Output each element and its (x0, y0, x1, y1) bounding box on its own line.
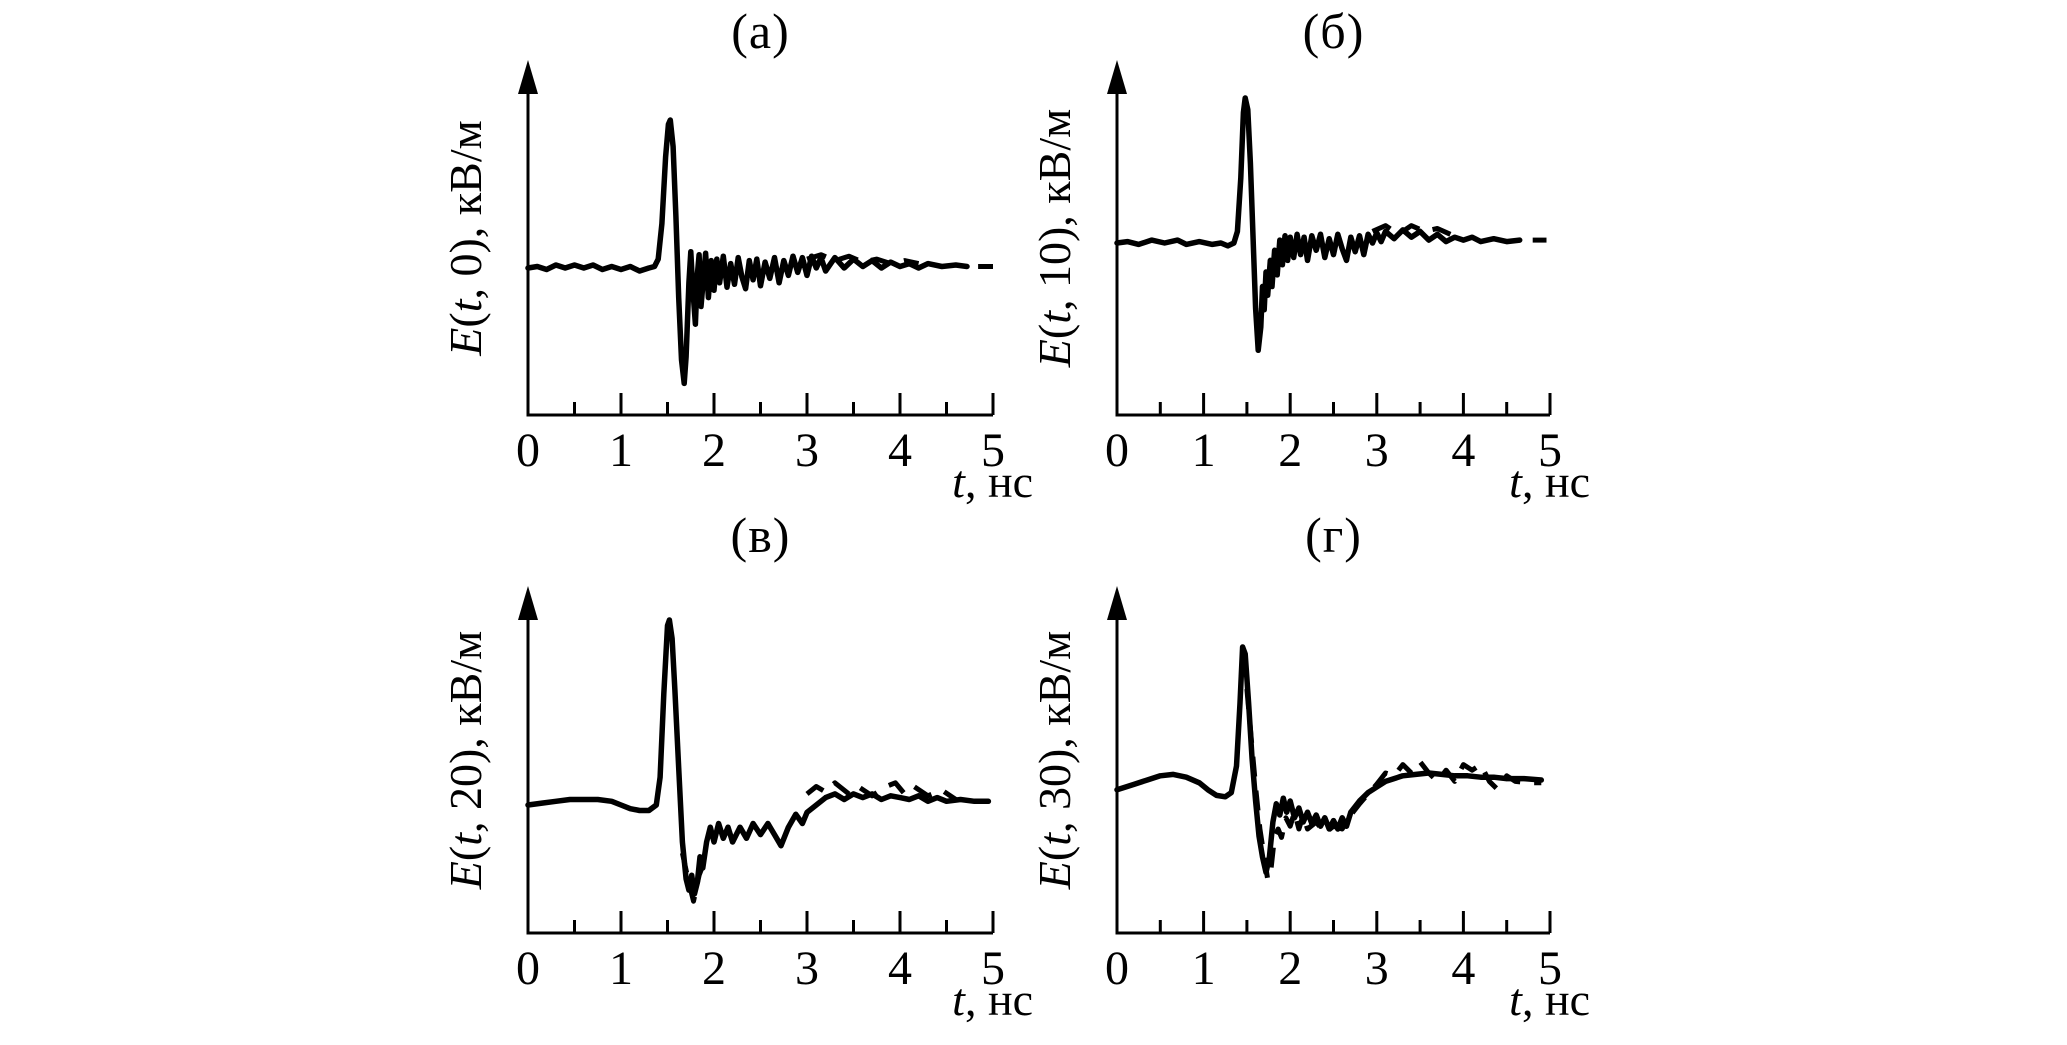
solid-curve (525, 117, 970, 387)
y-axis-arrow-icon (518, 60, 538, 94)
y-axis-arrow-icon (1107, 60, 1127, 94)
dashed-curve (679, 852, 708, 904)
solid-curve (1114, 644, 1545, 876)
dashed-curve (805, 780, 958, 802)
solid-curve (525, 617, 992, 897)
y-axis-arrow-icon (1107, 586, 1127, 620)
dashed-curve (1244, 688, 1542, 882)
dashed-curve (806, 252, 920, 267)
dashed-curve (1371, 223, 1452, 237)
y-axis-arrow-icon (518, 586, 538, 620)
solid-curve (1114, 95, 1523, 354)
